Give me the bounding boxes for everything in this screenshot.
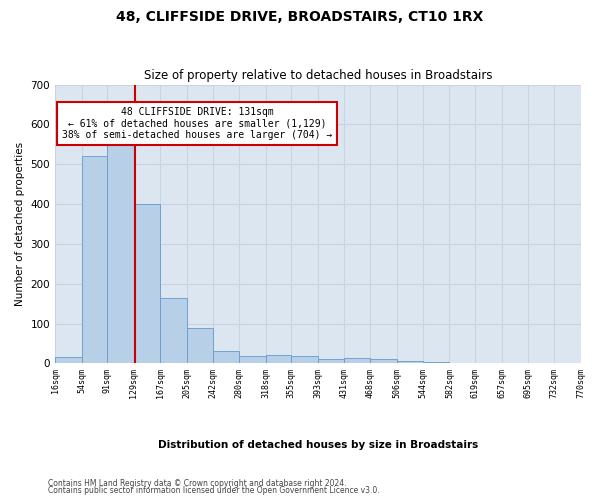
X-axis label: Distribution of detached houses by size in Broadstairs: Distribution of detached houses by size …: [158, 440, 478, 450]
Bar: [266, 354, 291, 364]
Bar: [318, 360, 344, 364]
Bar: [239, 356, 266, 364]
Bar: [291, 356, 318, 364]
Bar: [107, 132, 134, 364]
Text: Contains HM Land Registry data © Crown copyright and database right 2024.: Contains HM Land Registry data © Crown c…: [48, 478, 347, 488]
Text: Contains public sector information licensed under the Open Government Licence v3: Contains public sector information licen…: [48, 486, 380, 495]
Bar: [397, 362, 423, 364]
Bar: [212, 350, 239, 364]
Y-axis label: Number of detached properties: Number of detached properties: [15, 142, 25, 306]
Bar: [160, 298, 187, 364]
Bar: [344, 358, 370, 364]
Bar: [134, 204, 160, 364]
Text: 48, CLIFFSIDE DRIVE, BROADSTAIRS, CT10 1RX: 48, CLIFFSIDE DRIVE, BROADSTAIRS, CT10 1…: [116, 10, 484, 24]
Bar: [55, 358, 82, 364]
Title: Size of property relative to detached houses in Broadstairs: Size of property relative to detached ho…: [143, 69, 492, 82]
Bar: [449, 362, 475, 364]
Text: 48 CLIFFSIDE DRIVE: 131sqm
← 61% of detached houses are smaller (1,129)
38% of s: 48 CLIFFSIDE DRIVE: 131sqm ← 61% of deta…: [62, 107, 332, 140]
Bar: [187, 328, 212, 364]
Bar: [82, 156, 107, 364]
Bar: [370, 358, 397, 364]
Bar: [423, 362, 449, 364]
